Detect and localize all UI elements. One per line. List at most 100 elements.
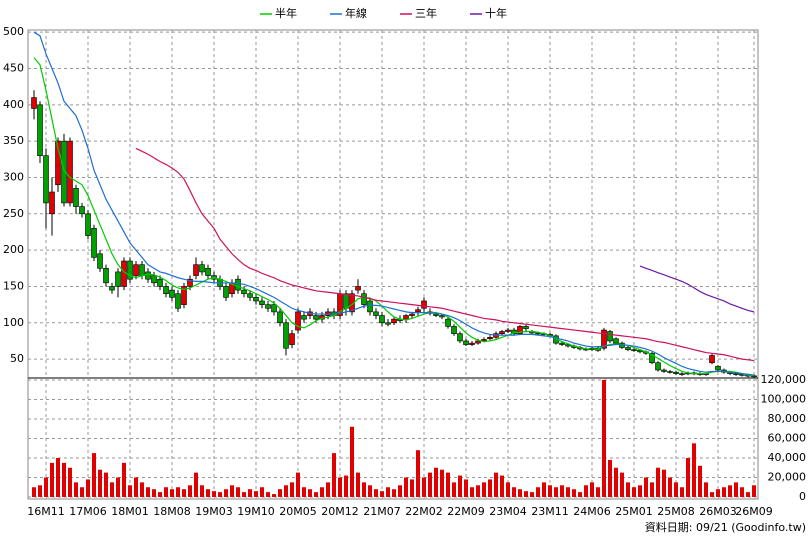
volume-bar bbox=[680, 487, 684, 497]
volume-bar bbox=[656, 467, 660, 497]
volume-bar bbox=[398, 485, 402, 497]
volume-bar bbox=[194, 472, 198, 497]
volume-bar bbox=[248, 489, 252, 497]
y-tick-label: 450 bbox=[3, 62, 24, 75]
candle-body bbox=[421, 300, 427, 309]
legend-label: 半年 bbox=[275, 6, 297, 20]
volume-bar bbox=[746, 492, 750, 497]
volume-bar bbox=[584, 485, 588, 497]
candle-body bbox=[469, 342, 475, 345]
volume-bar bbox=[356, 472, 360, 497]
volume-bar bbox=[62, 462, 66, 497]
volume-bar bbox=[560, 485, 564, 497]
x-tick-label: 20M12 bbox=[321, 505, 359, 518]
x-tick-label: 19M03 bbox=[195, 505, 233, 518]
candle-body bbox=[103, 267, 109, 284]
volume-bar bbox=[614, 467, 618, 497]
volume-bar bbox=[332, 453, 336, 497]
candle-body bbox=[505, 329, 511, 332]
volume-bar bbox=[170, 489, 174, 497]
candle-body bbox=[247, 293, 253, 298]
x-tick-label: 16M11 bbox=[27, 505, 65, 518]
candle-body bbox=[361, 293, 367, 305]
candle-body bbox=[379, 315, 385, 324]
volume-bar bbox=[368, 485, 372, 497]
x-tick-label: 26M09 bbox=[735, 505, 773, 518]
candle-body bbox=[295, 311, 301, 331]
y-tick-label: 350 bbox=[3, 134, 24, 147]
candle-body bbox=[679, 373, 685, 375]
volume-bar bbox=[278, 489, 282, 497]
candle-body bbox=[673, 371, 679, 374]
candle-body bbox=[481, 339, 487, 342]
y-tick-label: 400 bbox=[3, 98, 24, 111]
volume-bar bbox=[338, 477, 342, 497]
volume-bar bbox=[590, 482, 594, 497]
candle-body bbox=[409, 313, 415, 316]
volume-bar bbox=[476, 485, 480, 497]
candle-body bbox=[277, 311, 283, 324]
candle-body bbox=[607, 331, 613, 342]
candle-body bbox=[163, 286, 169, 295]
volume-bar bbox=[128, 485, 132, 497]
volume-bar bbox=[302, 487, 306, 497]
candle-body bbox=[499, 331, 505, 334]
volume-bar bbox=[272, 494, 276, 497]
candle-body bbox=[733, 373, 739, 375]
volume-bar bbox=[740, 487, 744, 497]
volume-bar bbox=[254, 491, 258, 497]
volume-bar bbox=[314, 492, 318, 497]
candle-body bbox=[109, 286, 115, 291]
volume-bar bbox=[458, 475, 462, 497]
volume-bar bbox=[344, 475, 348, 497]
x-tick-label: 20M05 bbox=[279, 505, 317, 518]
candle-body bbox=[31, 97, 37, 109]
volume-bar bbox=[404, 477, 408, 497]
candle-body bbox=[343, 293, 349, 309]
ma-line bbox=[33, 57, 755, 377]
volume-bar bbox=[530, 492, 534, 497]
volume-bar bbox=[482, 482, 486, 497]
volume-bar bbox=[668, 477, 672, 497]
volume-bar bbox=[98, 469, 102, 497]
candle-body bbox=[313, 315, 319, 320]
candle-body bbox=[559, 342, 565, 345]
volume-bar bbox=[488, 479, 492, 497]
volume-bar bbox=[662, 469, 666, 497]
volume-bar bbox=[158, 492, 162, 497]
candle-body bbox=[223, 286, 229, 298]
volume-bar bbox=[596, 487, 600, 497]
candle-body bbox=[127, 260, 133, 280]
volume-bar bbox=[536, 487, 540, 497]
candle-body bbox=[523, 326, 529, 329]
candle-body bbox=[301, 315, 307, 320]
volume-bar bbox=[632, 487, 636, 497]
plot-frame bbox=[27, 29, 759, 500]
volume-bar bbox=[518, 489, 522, 497]
x-tick-label: 18M08 bbox=[153, 505, 191, 518]
volume-bar bbox=[176, 487, 180, 497]
volume-bar bbox=[206, 489, 210, 497]
volume-bar bbox=[554, 487, 558, 497]
candle-body bbox=[463, 340, 469, 345]
source-note: 資料日期: 09/21 (Goodinfo.tw) bbox=[645, 520, 806, 534]
volume-bar bbox=[440, 469, 444, 497]
candle-body bbox=[133, 264, 139, 276]
legend-label: 年線 bbox=[345, 6, 367, 20]
volume-bar bbox=[572, 489, 576, 497]
candle-body bbox=[457, 333, 463, 342]
volume-bar bbox=[578, 492, 582, 497]
candle-body bbox=[151, 275, 157, 284]
volume-bar bbox=[266, 492, 270, 497]
volume-bar bbox=[422, 477, 426, 497]
candle-body bbox=[373, 311, 379, 316]
x-tick-label: 26M03 bbox=[699, 505, 737, 518]
x-tick-label: 22M02 bbox=[405, 505, 443, 518]
candle-body bbox=[433, 313, 439, 316]
y-tick-label: 100 bbox=[3, 316, 24, 329]
candle-body bbox=[355, 286, 361, 291]
candle-body bbox=[115, 271, 121, 287]
candle-body bbox=[91, 228, 97, 258]
candle-body bbox=[271, 304, 277, 313]
volume-bar bbox=[716, 489, 720, 497]
